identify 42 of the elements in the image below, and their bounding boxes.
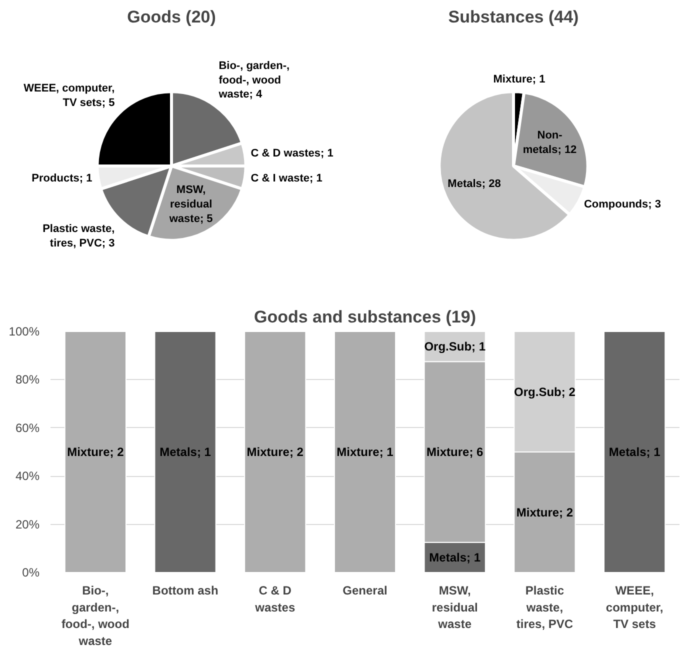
annotation: Mixture; 2 [246, 445, 304, 459]
bar [64, 332, 126, 572]
y-tick-label: 100% [8, 324, 40, 338]
annotation: Mixture; 2 [67, 445, 124, 459]
data-label: Mixture; 1 [493, 74, 546, 86]
x-tick-label: MSW, residual waste [432, 584, 478, 632]
annotation: Metals; 1 [429, 550, 481, 564]
bar [334, 332, 396, 572]
annotation: Mixture; 6 [426, 445, 484, 459]
annotation: Metals; 1 [608, 445, 661, 459]
bar [604, 332, 666, 572]
annotation: Mixture; 2 [516, 505, 574, 520]
data-label: C & D wastes; 1 [250, 147, 334, 160]
y-tick-label: 40% [15, 469, 40, 484]
data-label: Bio-, garden-, food-, wood waste; 4 [218, 60, 290, 101]
x-tick-label: Bottom ash [152, 584, 218, 598]
x-tick-label: WEEE, computer, TV sets [606, 584, 664, 632]
y-tick-label: 20% [15, 517, 40, 532]
data-label: MSW, residual waste; 5 [168, 184, 213, 226]
data-label: Products; 1 [32, 172, 92, 185]
y-tick-label: 80% [15, 372, 40, 387]
y-tick-label: 60% [15, 420, 40, 435]
annotation: Org.Sub; 2 [514, 384, 576, 399]
x-tick-label: Plastic waste, tires, PVC [516, 584, 574, 632]
chart-title: Goods and substances (19) [254, 308, 476, 326]
x-tick-label: Bio-, garden-, food-, wood waste [61, 584, 130, 648]
data-label: Metals; 28 [448, 178, 501, 190]
data-label: Compounds; 3 [584, 198, 661, 211]
data-label: C & I waste; 1 [250, 172, 322, 185]
chart-title: Goods (20) [127, 8, 216, 26]
annotation: Mixture; 1 [336, 445, 394, 459]
bar [244, 332, 306, 572]
chart-title: Substances (44) [448, 8, 579, 26]
data-label: Non-metals; 12 [522, 129, 577, 156]
y-tick-label: 0% [22, 566, 40, 580]
data-label: Plastic waste, tires, PVC; 3 [42, 223, 115, 250]
data-label: WEEE, computer, TV sets; 5 [24, 82, 115, 109]
annotation: Metals; 1 [160, 445, 212, 459]
x-tick-label: C & D wastes [254, 584, 296, 614]
annotation: Org.Sub; 1 [424, 340, 486, 354]
x-tick-label: General [342, 584, 388, 598]
bar [154, 332, 216, 572]
